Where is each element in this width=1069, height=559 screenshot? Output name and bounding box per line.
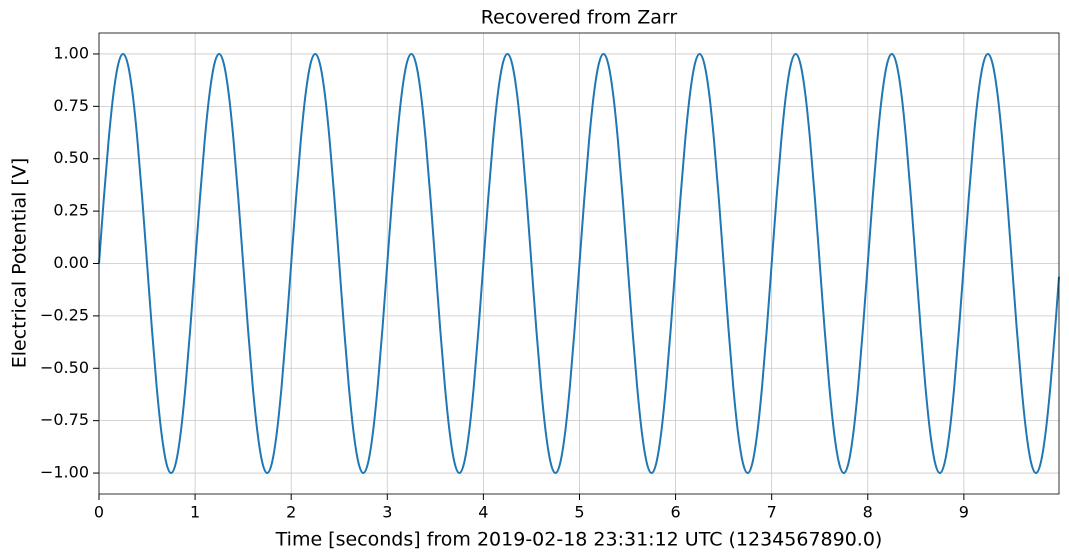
x-tick-label: 6 [670,503,680,522]
x-tick-label: 4 [478,503,488,522]
y-tick-label: −1.00 [40,463,89,482]
y-tick-label: −0.25 [40,305,89,324]
y-tick-label: 0.75 [53,96,89,115]
x-tick-label: 1 [190,503,200,522]
y-tick-label: −0.50 [40,358,89,377]
y-tick-label: 0.00 [53,253,89,272]
x-tick-label: 9 [959,503,969,522]
x-tick-label: 8 [863,503,873,522]
y-tick-label: 0.50 [53,148,89,167]
x-tick-label: 5 [574,503,584,522]
y-tick-label: 1.00 [53,43,89,62]
x-tick-label: 0 [94,503,104,522]
y-axis-label: Electrical Potential [V] [9,158,31,368]
x-tick-label: 2 [286,503,296,522]
line-series [98,52,1060,475]
y-tick-label: −0.75 [40,410,89,429]
x-axis-label: Time [seconds] from 2019-02-18 23:31:12 … [275,529,883,551]
plot-frame [98,32,1060,495]
x-tick-label: 7 [767,503,777,522]
x-tick-label: 3 [382,503,392,522]
chart-title: Recovered from Zarr [481,7,678,29]
y-tick-label: 0.25 [53,201,89,220]
